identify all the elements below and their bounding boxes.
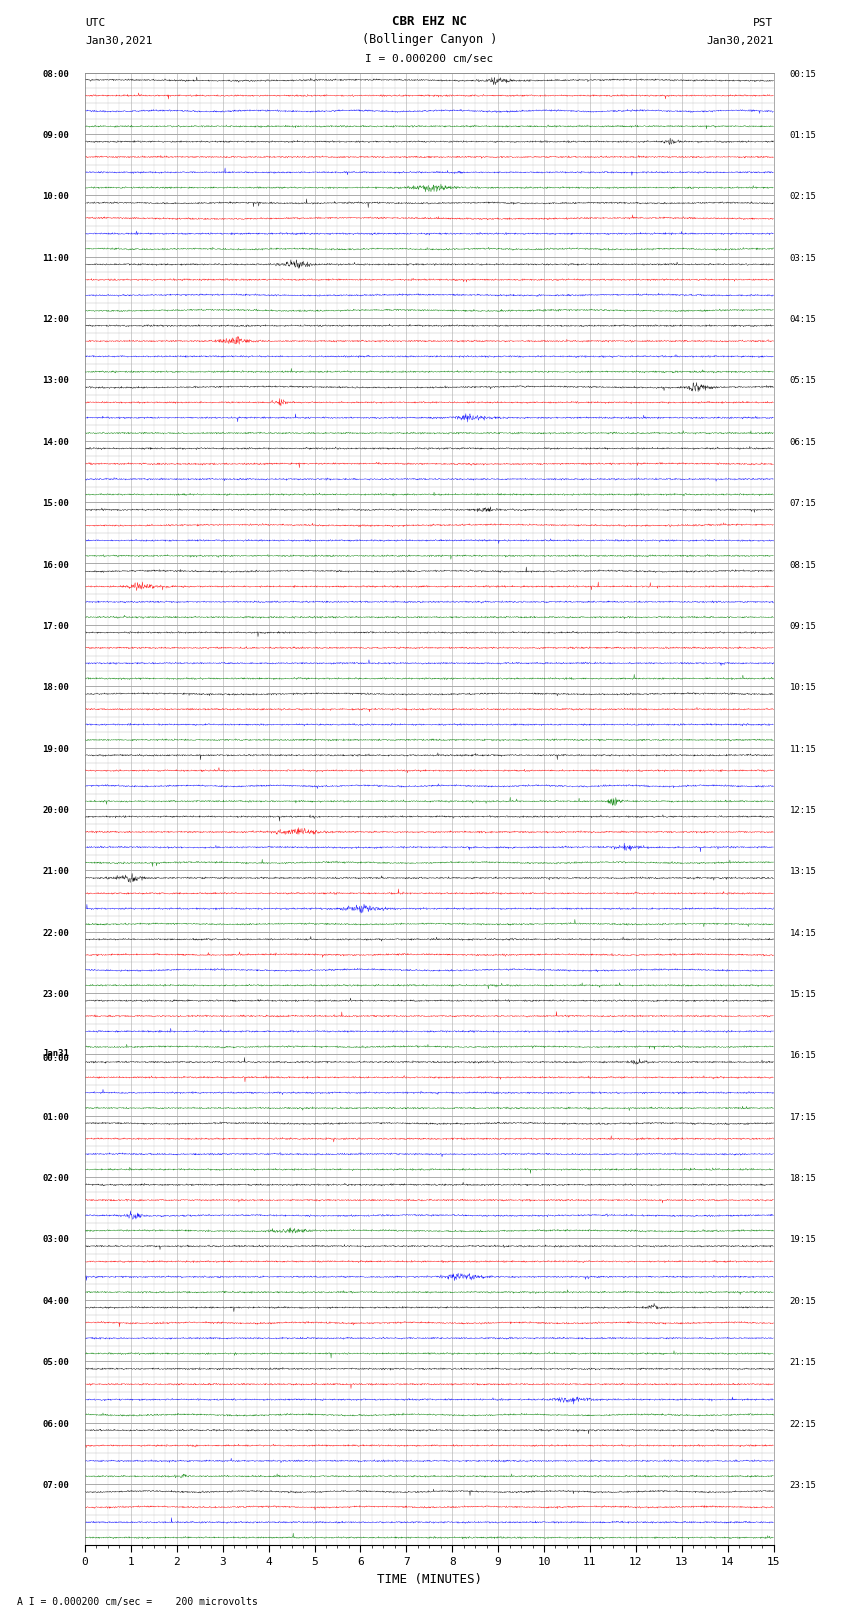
Text: UTC: UTC [85, 18, 105, 29]
Text: 01:15: 01:15 [790, 131, 817, 140]
Text: 14:15: 14:15 [790, 929, 817, 937]
Text: 08:15: 08:15 [790, 560, 817, 569]
Text: 00:00: 00:00 [42, 1053, 69, 1063]
Text: 10:15: 10:15 [790, 684, 817, 692]
Text: 16:00: 16:00 [42, 560, 69, 569]
Text: Jan30,2021: Jan30,2021 [706, 35, 774, 47]
Text: 05:00: 05:00 [42, 1358, 69, 1368]
Text: PST: PST [753, 18, 774, 29]
Text: 01:00: 01:00 [42, 1113, 69, 1121]
Text: 11:15: 11:15 [790, 745, 817, 753]
Text: 21:15: 21:15 [790, 1358, 817, 1368]
Text: 13:00: 13:00 [42, 376, 69, 386]
Text: 23:15: 23:15 [790, 1481, 817, 1490]
Text: Jan31: Jan31 [42, 1048, 69, 1058]
Text: 22:00: 22:00 [42, 929, 69, 937]
Text: 15:15: 15:15 [790, 990, 817, 998]
Text: 08:00: 08:00 [42, 69, 69, 79]
Text: I = 0.000200 cm/sec: I = 0.000200 cm/sec [366, 53, 493, 65]
Text: 05:15: 05:15 [790, 376, 817, 386]
Text: 23:00: 23:00 [42, 990, 69, 998]
Text: 19:00: 19:00 [42, 745, 69, 753]
Text: 03:00: 03:00 [42, 1236, 69, 1245]
Text: 04:15: 04:15 [790, 315, 817, 324]
Text: 09:15: 09:15 [790, 623, 817, 631]
Text: Jan30,2021: Jan30,2021 [85, 35, 152, 47]
Text: A I = 0.000200 cm/sec =    200 microvolts: A I = 0.000200 cm/sec = 200 microvolts [17, 1597, 258, 1607]
Text: 14:00: 14:00 [42, 437, 69, 447]
Text: 17:00: 17:00 [42, 623, 69, 631]
Text: 12:15: 12:15 [790, 806, 817, 815]
Text: 20:15: 20:15 [790, 1297, 817, 1307]
Text: CBR EHZ NC: CBR EHZ NC [392, 16, 467, 29]
Text: 15:00: 15:00 [42, 498, 69, 508]
Text: 18:15: 18:15 [790, 1174, 817, 1182]
Text: 06:15: 06:15 [790, 437, 817, 447]
Text: 13:15: 13:15 [790, 868, 817, 876]
Text: (Bollinger Canyon ): (Bollinger Canyon ) [361, 34, 497, 47]
Text: 22:15: 22:15 [790, 1419, 817, 1429]
Text: 09:00: 09:00 [42, 131, 69, 140]
Text: 18:00: 18:00 [42, 684, 69, 692]
Text: 06:00: 06:00 [42, 1419, 69, 1429]
Text: 00:15: 00:15 [790, 69, 817, 79]
Text: 20:00: 20:00 [42, 806, 69, 815]
Text: 04:00: 04:00 [42, 1297, 69, 1307]
X-axis label: TIME (MINUTES): TIME (MINUTES) [377, 1573, 482, 1586]
Text: 11:00: 11:00 [42, 253, 69, 263]
Text: 12:00: 12:00 [42, 315, 69, 324]
Text: 02:00: 02:00 [42, 1174, 69, 1182]
Text: 07:00: 07:00 [42, 1481, 69, 1490]
Text: 02:15: 02:15 [790, 192, 817, 202]
Text: 21:00: 21:00 [42, 868, 69, 876]
Text: 16:15: 16:15 [790, 1052, 817, 1060]
Text: 17:15: 17:15 [790, 1113, 817, 1121]
Text: 10:00: 10:00 [42, 192, 69, 202]
Text: 03:15: 03:15 [790, 253, 817, 263]
Text: 19:15: 19:15 [790, 1236, 817, 1245]
Text: 07:15: 07:15 [790, 498, 817, 508]
